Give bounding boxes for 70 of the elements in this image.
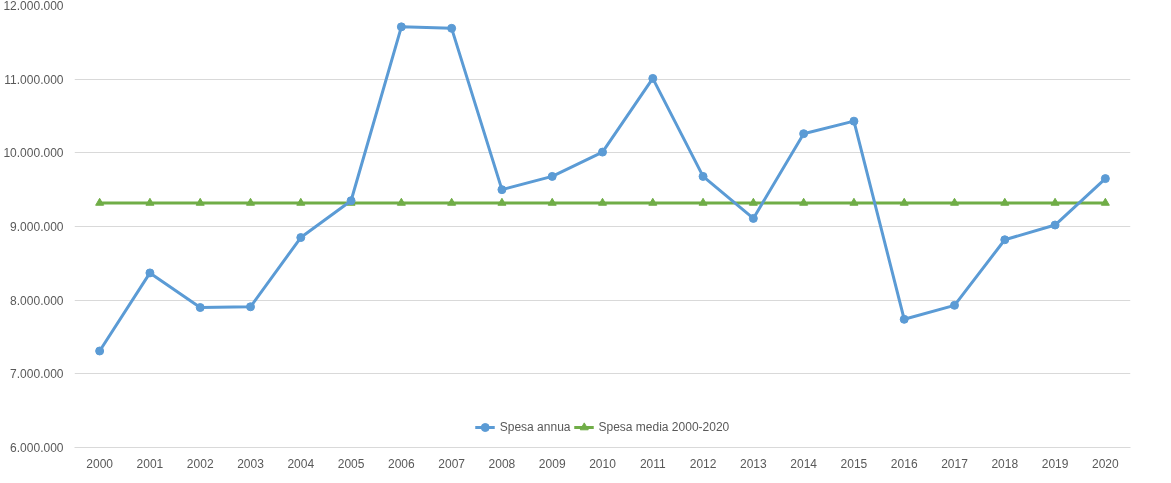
point: [1000, 235, 1010, 245]
point: [497, 197, 507, 206]
x-tick-label: 2006: [388, 456, 416, 471]
legend-label: Spesa annua: [499, 420, 571, 434]
x-tick-label: 2007: [438, 456, 466, 471]
point: [950, 300, 959, 310]
point: [648, 73, 658, 83]
x-tick-label: 2002: [186, 456, 214, 471]
point: [547, 171, 557, 181]
x-tick-label: 2017: [941, 456, 969, 471]
point: [748, 213, 758, 223]
y-tick-label: 8.000.000: [10, 293, 64, 308]
point: [899, 314, 909, 324]
x-tick-label: 2000: [86, 456, 114, 471]
y-tick-label: 10.000.000: [3, 146, 64, 161]
point: [145, 197, 155, 206]
point: [799, 129, 809, 139]
point: [497, 185, 507, 195]
point: [145, 268, 155, 278]
x-tick-label: 2018: [991, 456, 1019, 471]
x-tick-label: 2009: [538, 456, 566, 471]
point: [195, 303, 205, 313]
point: [246, 197, 255, 206]
y-tick-label: 11.000.000: [4, 72, 64, 87]
x-tick-label: 2005: [337, 456, 365, 471]
y-tick-label: 7.000.000: [10, 367, 64, 382]
point: [849, 197, 859, 206]
point: [698, 171, 708, 181]
x-tick-label: 2020: [1092, 456, 1120, 471]
point: [799, 197, 809, 206]
point: [598, 147, 607, 157]
point: [748, 197, 758, 206]
point: [246, 302, 255, 312]
y-tick-label: 9.000.000: [10, 220, 64, 234]
x-tick-label: 2015: [840, 456, 868, 471]
point: [899, 197, 909, 206]
legend-label: Spesa media 2000-2020: [598, 420, 730, 434]
point: [1050, 220, 1060, 230]
point: [396, 197, 406, 206]
point: [849, 116, 859, 126]
point: [396, 22, 406, 32]
point: [447, 197, 457, 206]
x-tick-label: 2004: [287, 456, 315, 471]
point: [1100, 174, 1110, 184]
y-tick-label: 6.000.000: [10, 441, 64, 455]
point: [1100, 197, 1110, 206]
point: [698, 197, 708, 206]
x-tick-label: 2011: [639, 456, 667, 471]
point: [95, 346, 105, 356]
point: [950, 197, 959, 206]
x-tick-label: 2013: [740, 456, 768, 471]
x-tick-label: 2019: [1041, 456, 1069, 471]
point: [1050, 197, 1060, 206]
point: [296, 233, 306, 243]
point: [598, 197, 607, 206]
x-tick-label: 2001: [136, 456, 164, 471]
y-tick-label: 12.000.000: [3, 0, 64, 13]
point: [195, 197, 205, 206]
point: [296, 197, 306, 206]
point: [648, 197, 658, 206]
x-tick-label: 2012: [689, 456, 717, 471]
point: [1000, 197, 1010, 206]
x-tick-label: 2010: [589, 456, 617, 471]
point: [547, 197, 557, 206]
point: [447, 23, 457, 33]
x-tick-label: 2014: [790, 456, 818, 471]
point: [95, 197, 105, 206]
x-tick-label: 2003: [237, 456, 265, 471]
x-tick-label: 2016: [890, 456, 918, 471]
x-tick-label: 2008: [488, 456, 516, 471]
